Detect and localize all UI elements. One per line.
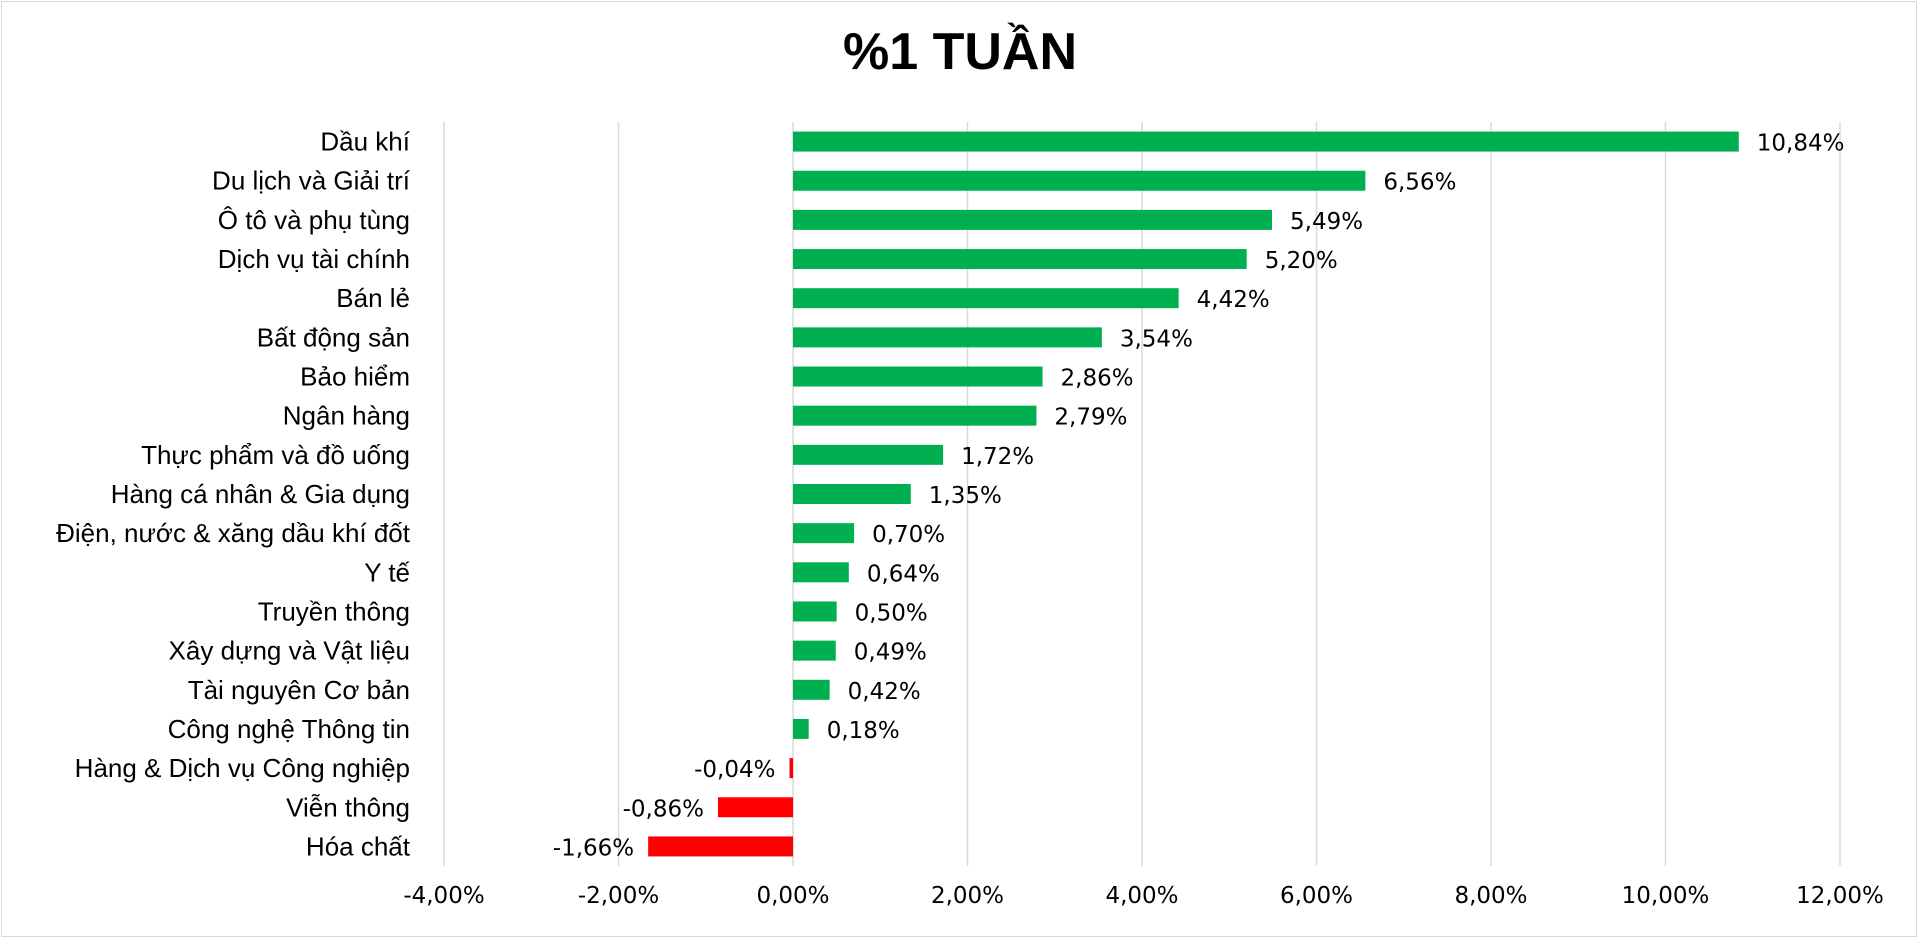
bar: [793, 366, 1043, 387]
bar: [793, 209, 1273, 230]
category-label: Công nghệ Thông tin: [168, 714, 410, 744]
category-label: Bán lẻ: [336, 283, 410, 313]
x-tick-label: -4,00%: [403, 883, 484, 909]
x-tick-label: 8,00%: [1454, 883, 1527, 909]
category-label: Tài nguyên Cơ bản: [188, 675, 410, 705]
category-label: Xây dựng và Vật liệu: [169, 636, 410, 666]
data-label: 2,86%: [1061, 366, 1134, 392]
data-label: -0,86%: [623, 796, 704, 822]
data-label: -1,66%: [553, 835, 634, 861]
category-label: Bất động sản: [257, 322, 410, 352]
data-label: 0,42%: [848, 679, 921, 705]
bar: [793, 718, 809, 739]
chart-title: %1 TUẦN: [842, 23, 1078, 81]
bar: [793, 327, 1102, 348]
bar: [793, 640, 836, 661]
bar: [793, 444, 944, 465]
x-tick-label: 12,00%: [1796, 883, 1884, 909]
data-label: 4,42%: [1197, 287, 1270, 313]
data-label: 5,20%: [1265, 248, 1338, 274]
x-tick-label: 4,00%: [1105, 883, 1178, 909]
bar: [793, 484, 911, 504]
bar: [793, 562, 849, 583]
category-label: Bảo hiểm: [300, 362, 410, 392]
x-tick-label: -2,00%: [578, 883, 659, 909]
bar: [793, 288, 1179, 309]
category-label: Viễn thông: [286, 792, 410, 822]
data-label: 1,35%: [929, 483, 1002, 509]
category-label: Truyền thông: [258, 596, 410, 626]
data-label: 0,64%: [867, 561, 940, 587]
category-label: Ngân hàng: [283, 401, 410, 431]
bar: [648, 836, 793, 857]
data-label: 0,50%: [855, 600, 928, 626]
data-label: 10,84%: [1757, 131, 1845, 157]
x-tick-label: 10,00%: [1622, 883, 1710, 909]
data-label: 0,49%: [854, 640, 927, 666]
bar: [793, 170, 1366, 191]
bar: [789, 758, 793, 779]
x-tick-label: 6,00%: [1280, 883, 1353, 909]
x-tick-label: 0,00%: [756, 883, 829, 909]
category-label: Dầu khí: [320, 127, 410, 157]
category-label: Hóa chất: [306, 831, 411, 861]
category-label: Hàng cá nhân & Gia dụng: [111, 479, 410, 509]
bar: [717, 797, 793, 818]
data-label: 0,70%: [872, 522, 945, 548]
data-label: -0,04%: [694, 757, 775, 783]
category-label: Dịch vụ tài chính: [218, 244, 410, 274]
category-label: Thực phẩm và đồ uống: [141, 440, 410, 470]
bar: [793, 131, 1739, 152]
data-label: 5,49%: [1290, 209, 1363, 235]
bar: [793, 249, 1247, 270]
category-label: Hàng & Dịch vụ Công nghiệp: [75, 753, 410, 783]
category-label: Ô tô và phụ tùng: [218, 205, 410, 235]
x-tick-label: 2,00%: [931, 883, 1004, 909]
category-label: Du lịch và Giải trí: [212, 166, 411, 196]
data-label: 0,18%: [827, 718, 900, 744]
data-label: 3,54%: [1120, 326, 1193, 352]
bar: [793, 523, 855, 544]
data-label: 1,72%: [961, 444, 1034, 470]
data-label: 6,56%: [1383, 170, 1456, 196]
bar: [793, 601, 837, 622]
category-label: Y tế: [364, 557, 410, 587]
category-label: Điện, nước & xăng dầu khí đốt: [56, 518, 411, 548]
data-label: 2,79%: [1054, 405, 1127, 431]
bar: [793, 405, 1037, 426]
bar: [793, 679, 830, 700]
